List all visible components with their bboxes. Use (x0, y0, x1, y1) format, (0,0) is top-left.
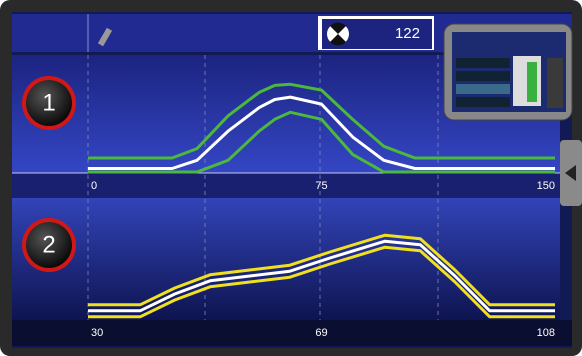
curve (88, 245, 555, 319)
x-tick-label: 69 (315, 327, 327, 339)
curve (88, 95, 555, 170)
panel-badge (22, 76, 76, 272)
side-tab[interactable] (560, 140, 582, 206)
x-tick-label: 108 (537, 327, 555, 339)
x-tick-label: 150 (537, 180, 555, 192)
curve (88, 233, 555, 307)
panel-2 (12, 198, 560, 320)
curve (88, 239, 555, 313)
curve (88, 82, 555, 160)
thumbnail (443, 23, 573, 121)
panel-label: 1 (42, 89, 55, 116)
panel-label: 2 (42, 231, 55, 258)
axis-bar-1 (12, 173, 560, 198)
x-tick-label: 30 (91, 327, 103, 339)
target-icon (327, 22, 349, 46)
status-value: 122 (395, 25, 420, 42)
axis-bar-2 (12, 320, 572, 346)
x-tick-label: 75 (315, 180, 327, 192)
flashlight-icon (97, 27, 113, 47)
x-tick-label: 0 (91, 180, 97, 192)
curve (88, 110, 555, 174)
